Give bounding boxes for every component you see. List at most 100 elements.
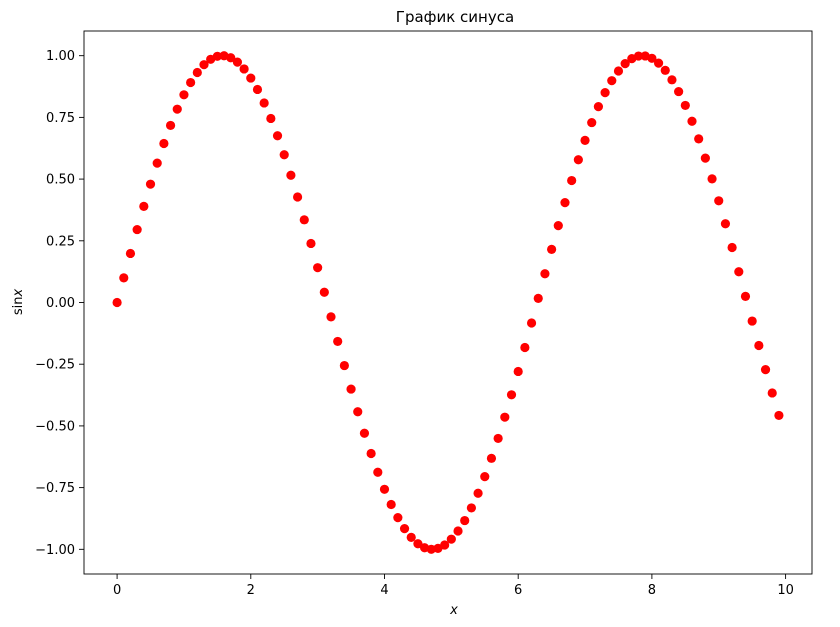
data-point	[593, 102, 604, 112]
data-point	[286, 170, 296, 180]
data-point	[366, 448, 376, 459]
data-point	[112, 297, 122, 308]
data-point	[165, 120, 176, 131]
data-point	[547, 244, 557, 255]
data-point	[500, 412, 510, 422]
y-tick-label: 1.00	[46, 49, 75, 64]
data-point	[119, 273, 129, 283]
x-axis-label: x	[449, 603, 458, 618]
data-point	[660, 65, 670, 75]
x-tick-label: 2	[247, 583, 255, 598]
data-point	[513, 366, 523, 377]
y-tick-label: 0.50	[46, 173, 75, 188]
data-point	[760, 364, 771, 375]
data-points	[112, 51, 784, 554]
data-point	[232, 57, 243, 67]
data-point	[359, 428, 370, 438]
data-point	[306, 238, 316, 249]
data-point	[720, 219, 731, 229]
data-point	[406, 532, 416, 542]
data-point	[607, 76, 617, 86]
data-point	[139, 201, 149, 211]
data-point	[734, 267, 744, 277]
data-point	[446, 534, 456, 544]
data-point	[399, 524, 410, 534]
y-tick-label: −1.00	[35, 543, 75, 558]
data-point	[506, 390, 517, 400]
x-tick-label: 10	[777, 583, 794, 598]
data-point	[620, 59, 630, 69]
data-point	[279, 150, 289, 160]
data-point	[567, 175, 577, 186]
data-point	[179, 90, 189, 100]
data-point	[674, 86, 684, 97]
y-tick-label: 0.25	[46, 234, 75, 249]
data-point	[440, 540, 450, 550]
data-point	[353, 407, 363, 417]
data-point	[573, 155, 583, 165]
data-point	[600, 88, 610, 98]
y-axis-ticks: −1.00 −0.75 −0.50 −0.25 0.00 0.25 0.50 0.75 1.00	[35, 49, 84, 558]
data-point	[714, 196, 724, 206]
data-point	[132, 224, 142, 235]
data-point	[560, 197, 570, 208]
y-tick-label: 0.75	[46, 111, 75, 126]
y-tick-label: −0.25	[35, 358, 75, 373]
data-point	[707, 174, 717, 184]
data-point	[326, 312, 336, 322]
data-point	[533, 293, 543, 303]
data-point	[313, 263, 323, 273]
data-point	[346, 384, 356, 394]
data-point	[667, 75, 677, 85]
y-axis-label-func: sin	[11, 297, 26, 316]
data-point	[653, 58, 664, 68]
data-point	[333, 336, 343, 347]
data-point	[460, 515, 470, 526]
y-axis-label: sinx	[11, 289, 26, 316]
plot-frame	[83, 30, 813, 575]
data-point	[152, 158, 162, 168]
data-point	[587, 117, 597, 128]
x-tick-label: 4	[380, 583, 388, 598]
data-point	[192, 67, 202, 78]
data-point	[486, 453, 497, 463]
data-point	[647, 53, 657, 63]
data-point	[680, 100, 690, 111]
data-point	[226, 53, 236, 63]
x-axis-ticks: 0 2 4 6 8 10	[113, 574, 794, 598]
data-point	[186, 77, 196, 88]
x-tick-label: 0	[113, 583, 121, 598]
data-point	[125, 248, 136, 259]
data-point	[373, 467, 383, 477]
data-point	[633, 51, 644, 61]
data-point	[386, 499, 396, 510]
data-point	[393, 513, 403, 523]
data-point	[339, 360, 349, 371]
data-point	[239, 64, 249, 74]
data-point	[259, 98, 269, 108]
data-point	[252, 84, 263, 95]
y-axis-label-var: x	[11, 289, 26, 298]
data-point	[299, 215, 309, 225]
data-point	[747, 316, 757, 326]
data-point	[687, 116, 697, 126]
data-point	[319, 287, 329, 297]
plot-area	[84, 31, 812, 574]
data-point	[473, 488, 483, 498]
data-point	[540, 269, 550, 279]
data-point	[774, 410, 784, 421]
x-tick-label: 6	[514, 583, 522, 598]
data-point	[413, 539, 423, 549]
data-point	[740, 291, 751, 301]
data-point	[199, 60, 209, 70]
data-point	[613, 66, 624, 76]
data-point	[145, 179, 156, 189]
data-point	[172, 104, 182, 114]
data-point	[553, 221, 563, 231]
data-point	[246, 73, 256, 83]
data-point	[754, 340, 764, 351]
x-tick-label: 8	[648, 583, 656, 598]
y-tick-label: 0.00	[46, 296, 75, 311]
data-point	[453, 526, 463, 536]
